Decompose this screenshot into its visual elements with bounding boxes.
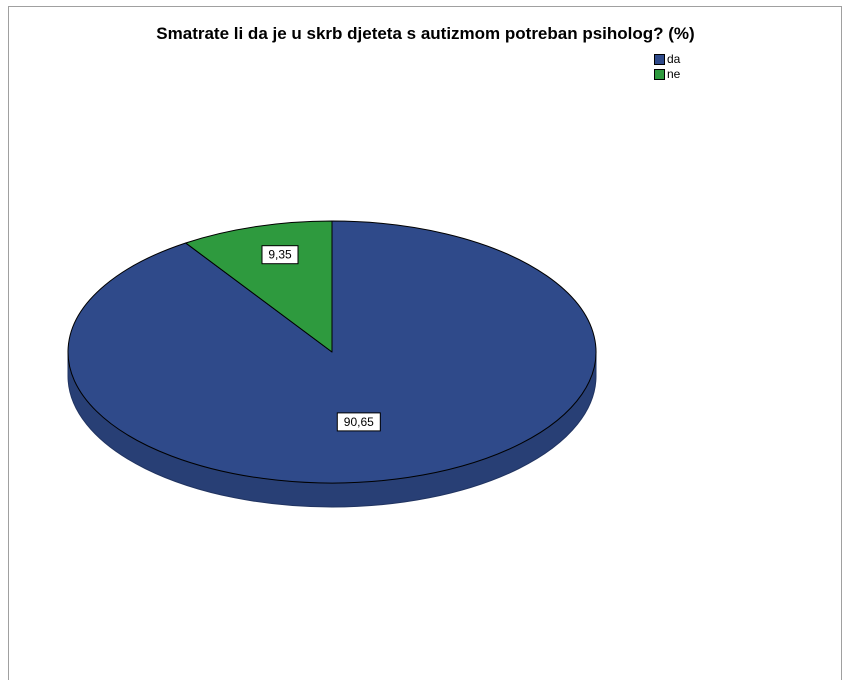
pie-slices [67,220,597,484]
legend-swatch-da [654,54,665,65]
chart-title: Smatrate li da je u skrb djeteta s autiz… [156,24,695,43]
legend: da ne [654,52,680,82]
legend-item-ne: ne [654,67,680,82]
legend-label-da: da [667,52,681,66]
legend-swatch-ne [654,69,665,80]
data-label-text-ne: 9,35 [268,248,292,262]
data-label-box-da [336,412,381,432]
pie-labels: 90,65 9,35 [261,245,381,432]
data-label-ne: 9,35 [261,245,299,265]
chart-frame [8,6,842,680]
data-label-da: 90,65 [336,412,381,432]
legend-item-da: da [654,52,680,67]
legend-label-ne: ne [667,67,681,81]
data-label-text-da: 90,65 [344,415,374,429]
data-label-box-ne [261,245,299,265]
